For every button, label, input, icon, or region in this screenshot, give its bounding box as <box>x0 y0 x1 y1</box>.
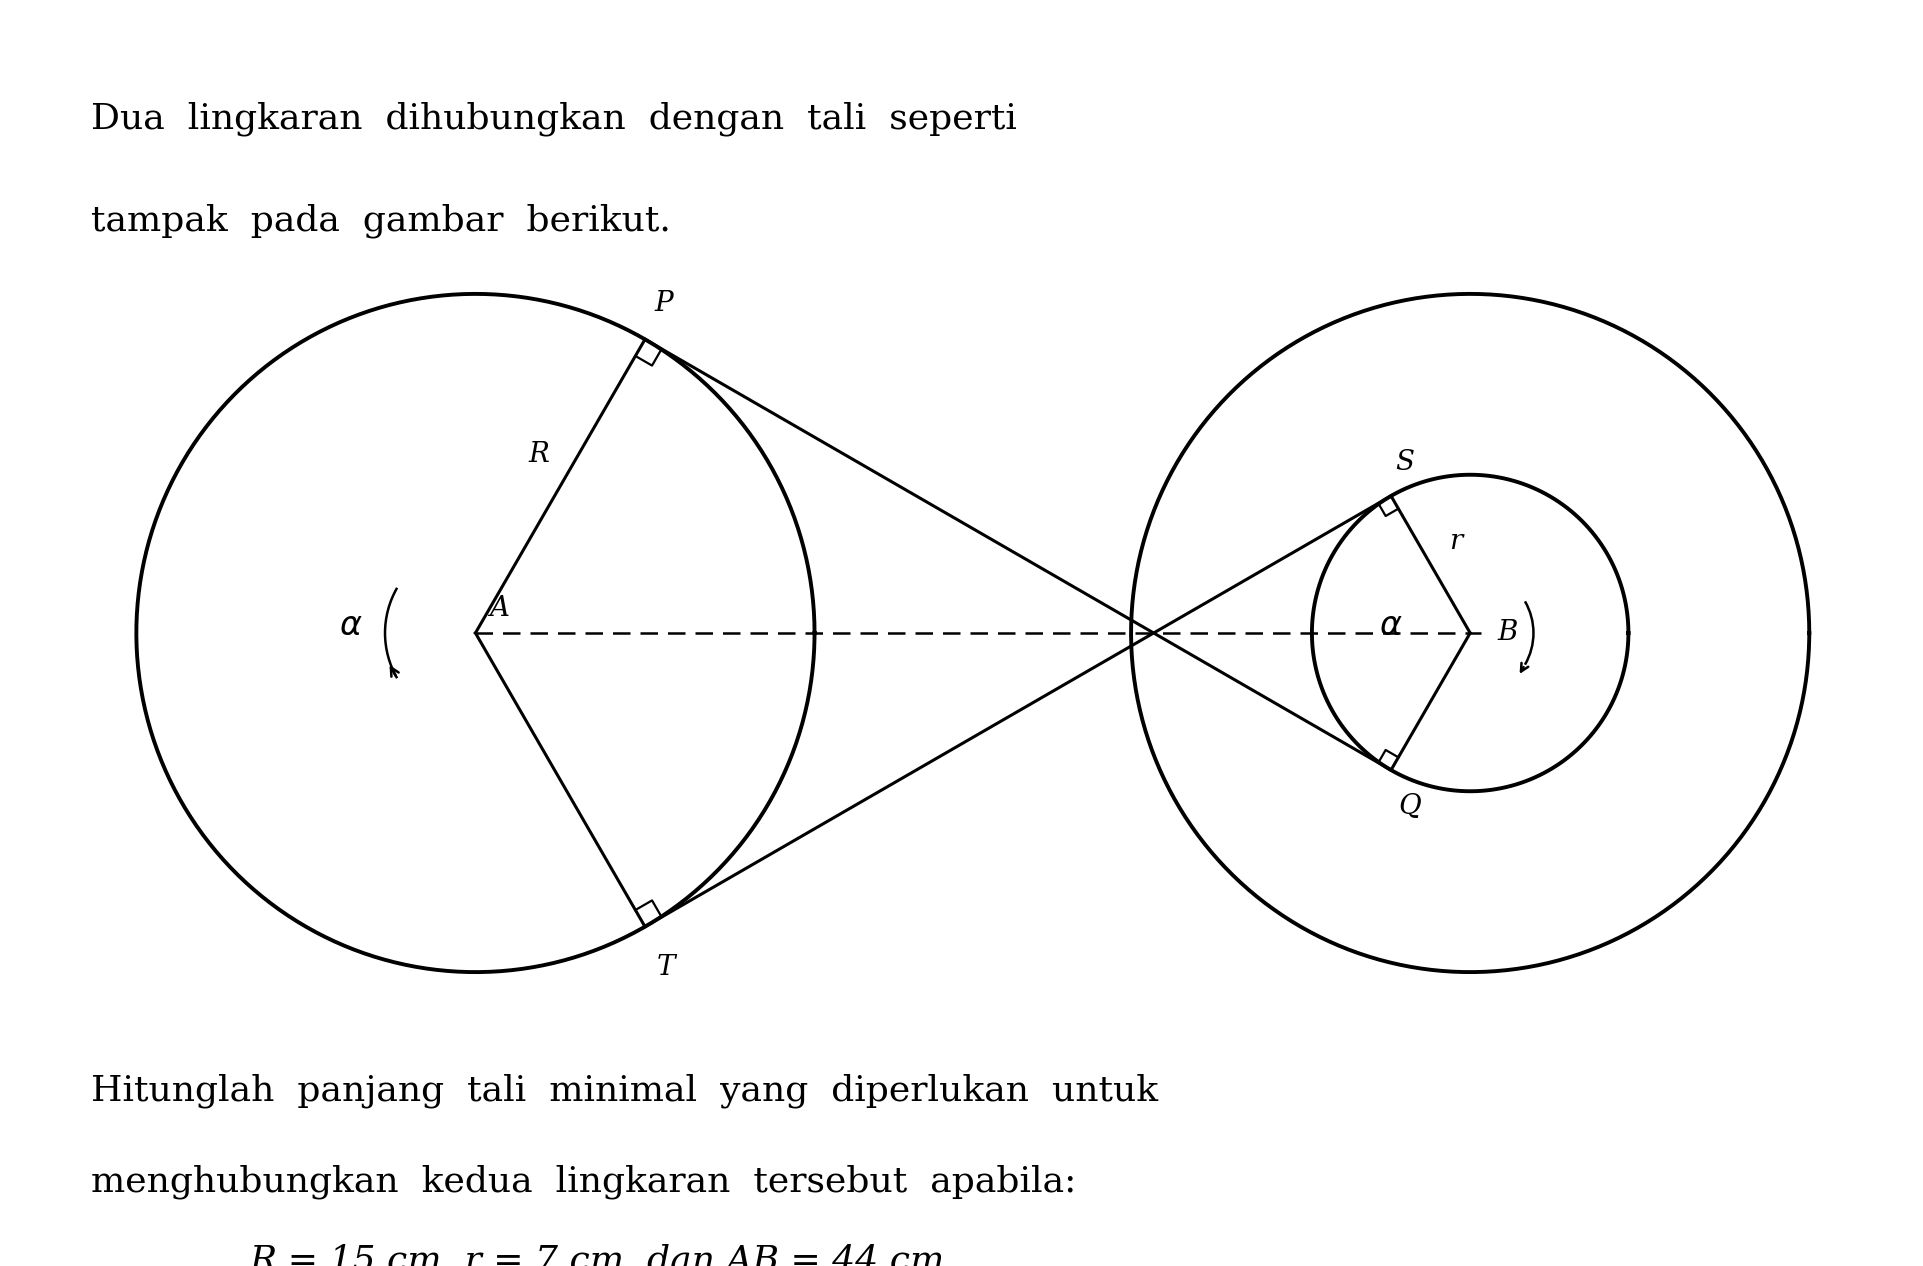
Text: R: R <box>529 441 548 468</box>
Text: tampak  pada  gambar  berikut.: tampak pada gambar berikut. <box>90 204 671 238</box>
Text: Dua  lingkaran  dihubungkan  dengan  tali  seperti: Dua lingkaran dihubungkan dengan tali se… <box>90 101 1017 137</box>
Text: S: S <box>1396 448 1415 476</box>
Text: P: P <box>654 290 673 316</box>
Text: $\alpha$: $\alpha$ <box>1379 610 1402 642</box>
Text: menghubungkan  kedua  lingkaran  tersebut  apabila:: menghubungkan kedua lingkaran tersebut a… <box>90 1165 1077 1199</box>
Text: Hitunglah  panjang  tali  minimal  yang  diperlukan  untuk: Hitunglah panjang tali minimal yang dipe… <box>90 1074 1158 1108</box>
Text: $\alpha$: $\alpha$ <box>338 610 363 642</box>
Text: A: A <box>488 595 510 622</box>
Text: r: r <box>1448 528 1461 556</box>
Text: T: T <box>656 953 675 981</box>
Text: R = 15 cm, r = 7 cm, dan AB = 44 cm.: R = 15 cm, r = 7 cm, dan AB = 44 cm. <box>250 1243 956 1266</box>
Text: B: B <box>1498 619 1517 647</box>
Text: Q: Q <box>1398 793 1421 819</box>
